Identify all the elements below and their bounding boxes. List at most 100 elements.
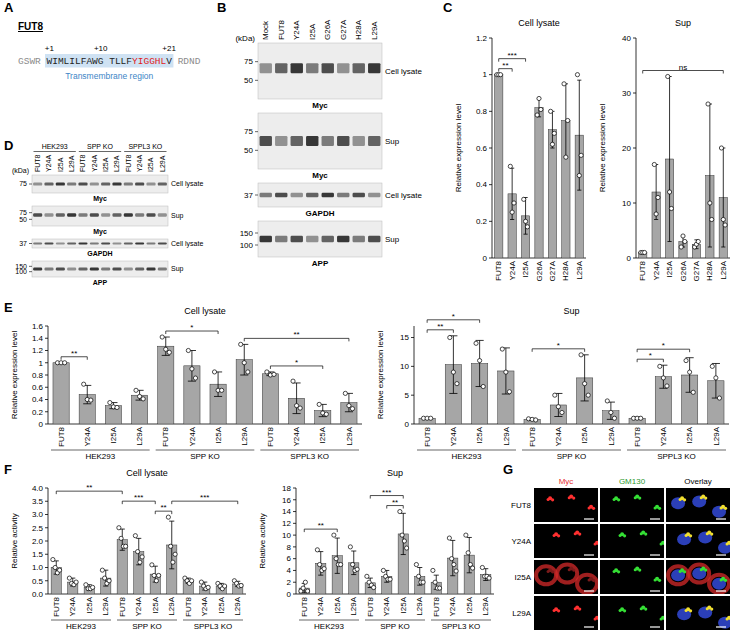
chart-title: Cell lysate <box>518 18 560 28</box>
data-point <box>388 577 392 581</box>
group-label: SPP KO <box>380 622 410 631</box>
band <box>67 243 76 245</box>
category-label: FUT8 <box>118 596 127 617</box>
category-label: FUT8 <box>52 596 61 617</box>
tick-label: 0 <box>405 420 410 429</box>
micrograph-content <box>553 531 598 546</box>
tick-label: 0.8 <box>32 371 44 380</box>
group-label: SPPL3 KO <box>194 622 233 631</box>
golgi-signal <box>578 608 581 611</box>
band <box>33 213 42 217</box>
bar <box>398 534 408 594</box>
marker-tick <box>255 195 258 196</box>
data-point <box>199 580 203 584</box>
data-point <box>507 390 511 394</box>
category-label: Y24A <box>316 596 325 616</box>
category-label: Y24A <box>659 426 668 446</box>
marker-label: 150 <box>240 229 254 238</box>
golgi-signal <box>704 497 707 500</box>
data-point <box>157 573 161 577</box>
group-label: SPP KO <box>132 622 162 631</box>
tick <box>45 350 48 351</box>
western-blot: MockFUT8Y24AI25AG26AG27AH28AL29A(kDa)755… <box>235 19 422 268</box>
group-label: SPP KO <box>190 452 220 461</box>
data-point <box>291 379 295 383</box>
data-point <box>265 370 269 374</box>
marker-label: 75 <box>244 57 253 66</box>
tick-label: 3.0 <box>32 510 44 519</box>
data-point <box>721 217 725 221</box>
lane-label: FUT8 <box>79 154 86 172</box>
data-point <box>212 370 216 374</box>
golgi-signal <box>664 543 665 546</box>
column-header: GM130 <box>619 477 646 486</box>
bar-chart: Sup024681012141618FUT8Y24AI25AL29AFUT8Y2… <box>258 468 494 631</box>
golgi-signal <box>658 579 661 582</box>
band <box>135 268 144 271</box>
band <box>146 182 155 185</box>
data-point <box>152 573 156 577</box>
data-point <box>160 335 164 339</box>
region-label: Transmembrane region <box>65 71 153 81</box>
band <box>291 236 303 242</box>
lane-label: L29A <box>68 155 75 172</box>
micrograph <box>600 488 664 522</box>
tick <box>45 514 48 515</box>
data-point <box>402 539 406 543</box>
significance-label: * <box>649 351 652 360</box>
data-point <box>454 569 458 573</box>
golgi-signal <box>683 570 686 573</box>
antibody-label: Myc <box>93 228 107 236</box>
tick <box>633 258 636 259</box>
golgi-signal <box>598 543 599 546</box>
data-point <box>642 250 646 254</box>
tick-label: 4 <box>287 566 292 575</box>
bar <box>150 574 160 594</box>
category-label: FUT8 <box>633 426 642 447</box>
golgi-signal <box>685 609 688 612</box>
lane-label: FUT8 <box>277 19 286 40</box>
data-point <box>74 580 78 584</box>
row-label: Y24A <box>511 537 531 546</box>
band <box>124 243 133 245</box>
lane-label: I25A <box>308 23 317 40</box>
golgi-signal <box>619 534 622 537</box>
data-point <box>67 576 71 580</box>
data-point <box>115 405 119 409</box>
category-label: Y24A <box>449 426 458 446</box>
category-label: I25A <box>580 426 589 443</box>
data-point <box>339 562 343 566</box>
chart-title: Sup <box>675 18 691 28</box>
tick <box>293 535 296 536</box>
er-signal <box>689 565 709 583</box>
category-label: I25A <box>521 260 530 277</box>
band <box>158 213 167 217</box>
band <box>368 136 380 146</box>
micrograph <box>666 560 730 594</box>
scale-bar <box>716 590 726 591</box>
axis-title: Relative activity <box>10 513 19 569</box>
data-point <box>63 361 67 365</box>
marker-tick <box>29 219 32 220</box>
category-label: FUT8 <box>161 426 170 447</box>
data-point <box>140 555 144 559</box>
golgi-signal <box>700 568 703 571</box>
fraction-label: Cell lysate <box>171 180 203 188</box>
tick-label: 0.0 <box>32 590 44 599</box>
data-point <box>334 557 338 561</box>
golgi-signal <box>638 497 641 500</box>
golgi-signal <box>644 608 647 611</box>
band <box>368 63 380 73</box>
data-point <box>166 515 170 519</box>
data-point <box>134 388 138 392</box>
tick-label: 3.5 <box>32 497 44 506</box>
golgi-signal <box>553 609 556 612</box>
golgi-signal <box>664 618 665 621</box>
significance-label: ** <box>71 349 77 358</box>
golgi-signal <box>679 498 682 501</box>
tick <box>45 326 48 327</box>
er-signal <box>668 566 688 584</box>
data-point <box>351 562 355 566</box>
significance-label: ** <box>160 503 166 512</box>
data-point <box>206 585 210 589</box>
